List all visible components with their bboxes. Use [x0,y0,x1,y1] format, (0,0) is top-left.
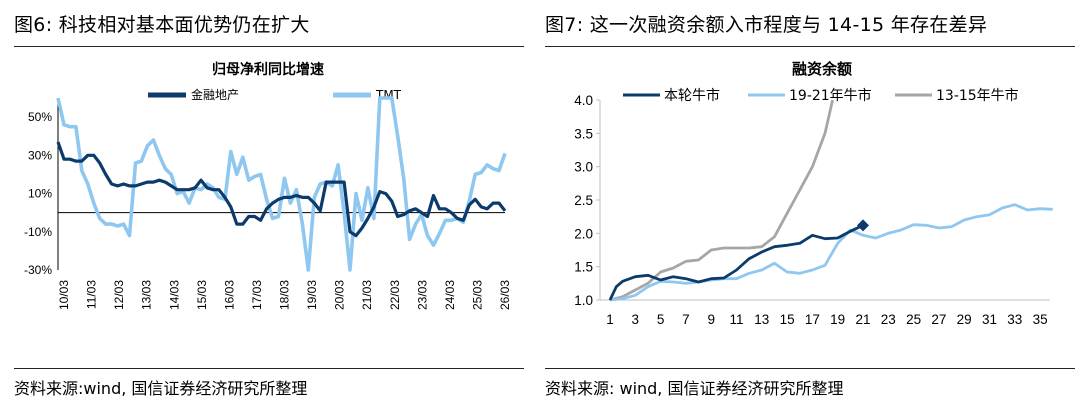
chart1-y-tick-label: -30% [24,263,52,277]
chart2-x-tick-label: 17 [805,312,820,327]
chart1-x-tick-label: 21/03 [360,280,374,310]
legend-label-series2: 19-21年牛市 [789,87,872,104]
chart1-x-tick-label: 20/03 [333,280,347,310]
chart2-y-tick-label: 1.0 [574,293,593,308]
profit-growth-chart: 归母净利同比增速 金融地产 TMT -30% -10% 10% 30% 50% 10/03… [24,61,512,310]
chart1-y-tick-label: -10% [24,225,52,239]
chart1-x-tick-label: 19/03 [305,280,319,310]
legend-label-series1: 金融地产 [191,87,239,102]
margin-balance-chart: 融资余额 本轮牛市 19-21年牛市 13-15年牛市 1.0 1.5 2.0 2.5… [574,60,1053,327]
right-figure-title: 图7: 这一次融资余额入市程度与 14-15 年存在差异 [545,14,988,36]
chart1-x-tick-label: 26/03 [498,280,512,310]
chart2-series-line-3 [609,99,834,302]
chart2-title: 融资余额 [792,60,852,78]
chart2-y-tick-label: 3.0 [574,160,593,175]
chart1-x-tick-label: 12/03 [112,280,126,310]
chart2-x-tick-label: 29 [957,312,972,327]
chart1-x-tick-label: 17/03 [250,280,264,310]
chart2-end-marker [857,219,869,232]
chart1-y-tick-label: 30% [28,148,52,162]
chart1-x-tick-label: 18/03 [278,280,292,310]
chart1-x-tick-label: 25/03 [470,280,484,310]
chart1-x-tick-label: 24/03 [443,280,457,310]
chart1-y-tick-label: 50% [28,110,52,124]
chart2-x-tick-label: 3 [632,312,640,327]
chart2-x-tick-label: 7 [682,312,690,327]
chart1-x-tick-label: 14/03 [167,280,181,310]
chart2-y-tick-label: 2.5 [574,193,593,208]
chart1-x-tick-label: 13/03 [140,280,154,310]
chart2-y-tick-label: 4.0 [574,93,593,108]
chart1-x-tick-label: 22/03 [388,280,402,310]
chart2-x-tick-label: 9 [707,312,715,327]
chart2-x-tick-label: 11 [729,312,743,327]
chart2-x-tick-label: 5 [657,312,665,327]
legend-label-series1: 本轮牛市 [664,87,720,104]
chart2-y-tick-label: 2.0 [574,226,593,241]
chart1-x-tick-label: 23/03 [415,280,429,310]
chart1-x-tick-label: 11/03 [85,280,99,309]
chart2-x-tick-label: 1 [606,312,614,327]
chart1-legend: 金融地产 TMT [148,87,402,102]
left-bottom-rule [14,368,524,369]
chart2-y-tick-label: 3.5 [574,126,593,141]
chart2-series-line-1 [608,224,864,301]
right-source-note: 资料来源: wind, 国信证券经济研究所整理 [545,379,844,398]
chart2-x-tick-label: 21 [855,312,870,327]
chart1-title: 归母净利同比增速 [212,61,324,78]
chart2-x-tick-label: 19 [830,312,845,327]
chart2-x-tick-label: 27 [931,312,946,327]
chart2-x-tick-label: 33 [1007,312,1022,327]
chart1-x-tick-label: 15/03 [195,280,209,310]
right-top-rule [545,46,1075,47]
chart2-x-tick-label: 23 [881,312,896,327]
left-top-rule [14,46,524,47]
chart2-legend: 本轮牛市 19-21年牛市 13-15年牛市 [623,87,1019,104]
chart2-x-tick-label: 15 [780,312,795,327]
chart2-y-tick-label: 1.5 [574,260,593,275]
chart2-x-tick-label: 31 [982,312,997,327]
legend-label-series3: 13-15年牛市 [936,87,1019,104]
chart1-x-tick-label: 16/03 [222,280,236,310]
chart1-series-line-1 [56,141,507,238]
chart2-x-tick-label: 25 [906,312,921,327]
chart2-x-tick-label: 13 [754,312,769,327]
left-source-note: 资料来源:wind, 国信证券经济研究所整理 [14,379,308,398]
chart2-series-line-2 [609,203,1053,302]
left-figure-title: 图6: 科技相对基本面优势仍在扩大 [14,14,310,36]
chart1-y-tick-label: 10% [28,187,52,201]
chart1-x-tick-label: 10/03 [57,280,71,310]
right-bottom-rule [545,368,1075,369]
chart2-x-tick-label: 35 [1033,312,1048,327]
